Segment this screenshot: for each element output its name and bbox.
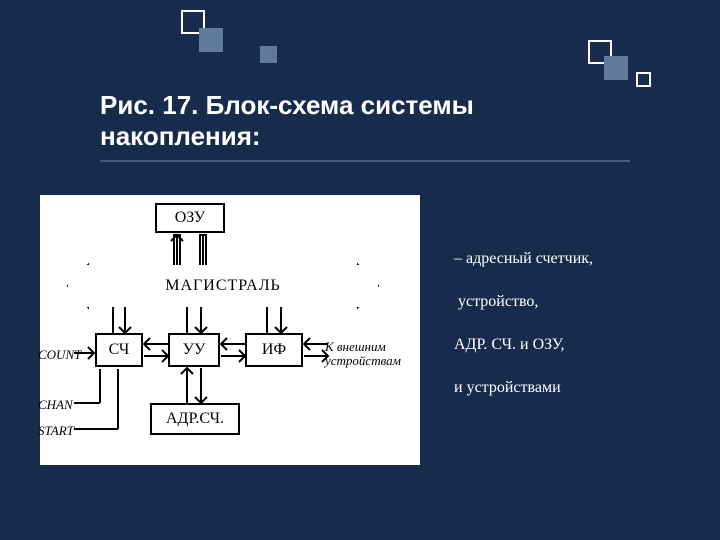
- slide: Рис. 17. Блок-схема системы накопления: …: [0, 0, 720, 540]
- label-count: COUNT: [38, 347, 81, 363]
- decor-square: [260, 46, 277, 63]
- decor-square: [604, 56, 628, 80]
- legend-line: устройство,: [454, 293, 538, 310]
- block-diagram: МАГИСТРАЛЬ ОЗУ СЧ УУ ИФ АДР.СЧ. COUNT CH…: [40, 195, 420, 465]
- bus-label: МАГИСТРАЛЬ: [68, 265, 378, 307]
- legend-line: и устройствами: [454, 379, 561, 396]
- legend-line: – адресный счетчик,: [454, 250, 593, 267]
- legend-text: – адресный счетчик, устройство, АДР. СЧ.…: [438, 226, 593, 420]
- node-if: ИФ: [245, 333, 303, 367]
- label-ext-2: устройствам: [325, 353, 401, 368]
- label-chan: CHAN: [38, 397, 73, 413]
- node-sch: СЧ: [95, 333, 143, 367]
- node-uu: УУ: [168, 333, 220, 367]
- decor-square: [636, 72, 651, 87]
- legend-line: АДР. СЧ. и ОЗУ,: [454, 336, 565, 353]
- decor-square: [199, 28, 223, 52]
- title-rule: [100, 160, 630, 162]
- page-title: Рис. 17. Блок-схема системы накопления:: [100, 90, 620, 152]
- node-ozu: ОЗУ: [155, 203, 225, 233]
- label-ext: К внешним устройствам: [325, 340, 401, 369]
- label-start: START: [38, 423, 74, 439]
- node-adr: АДР.СЧ.: [150, 403, 240, 435]
- label-ext-1: К внешним: [325, 339, 386, 354]
